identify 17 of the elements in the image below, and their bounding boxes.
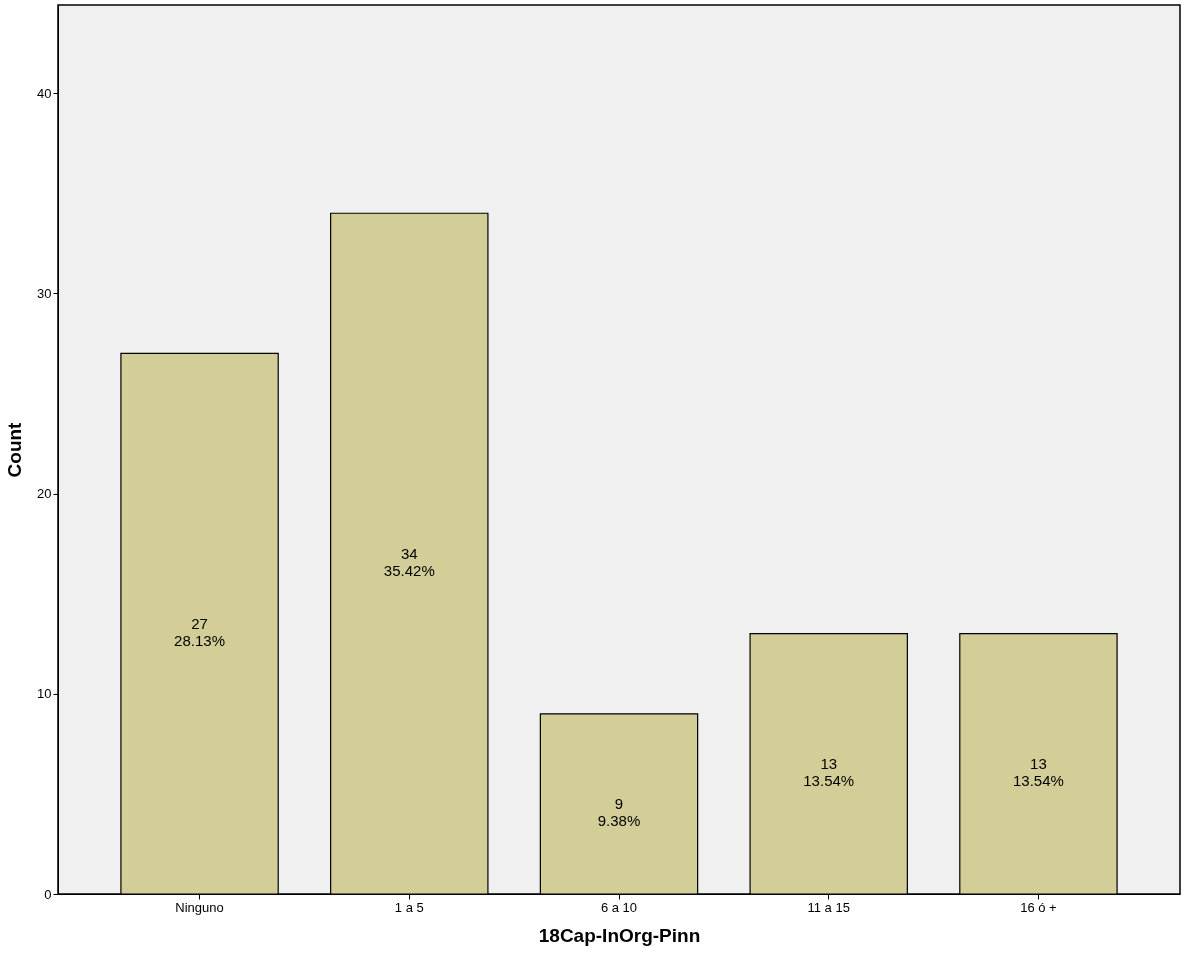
y-tick-label: 0 xyxy=(44,886,52,902)
y-tick-label: 20 xyxy=(37,486,52,502)
y-axis-title: Count xyxy=(4,421,26,478)
data-label: 13 13.54% xyxy=(803,754,855,789)
x-tick-label: 1 a 5 xyxy=(394,899,424,915)
y-tick-label: 40 xyxy=(37,85,52,101)
data-label: 34 35.42% xyxy=(383,544,435,579)
y-tick-label: 30 xyxy=(37,285,52,301)
x-axis-title: 18Cap-InOrg-Pinn xyxy=(538,924,701,946)
y-tick-label: 10 xyxy=(37,686,52,702)
data-label: 9 9.38% xyxy=(597,794,641,829)
x-tick-label: Ninguno xyxy=(175,899,224,915)
x-tick-label: 11 a 15 xyxy=(807,899,850,915)
data-label: 27 28.13% xyxy=(174,614,225,649)
data-label: 13 13.54% xyxy=(1013,754,1064,789)
x-tick-label: 16 ó + xyxy=(1020,899,1057,915)
x-tick-label: 6 a 10 xyxy=(600,899,638,915)
